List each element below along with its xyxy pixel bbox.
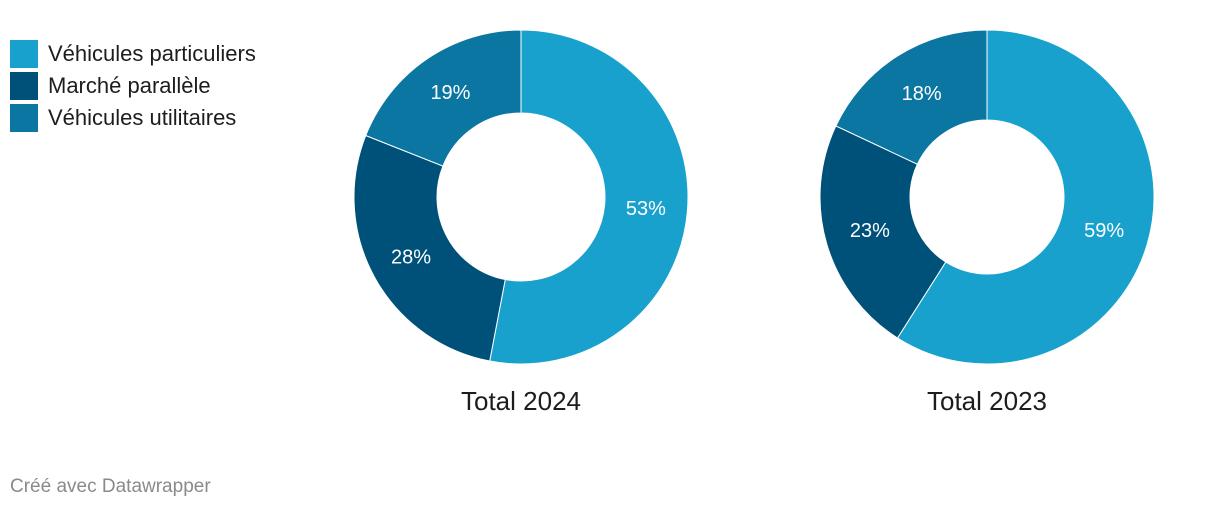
- donut-slice: [896, 29, 1155, 365]
- slice-label: 59%: [1084, 220, 1124, 242]
- legend-item-vehicules-utilitaires: Véhicules utilitaires: [10, 102, 256, 134]
- legend-item-marche-parallele: Marché parallèle: [10, 70, 256, 102]
- chart-title: Total 2023: [927, 386, 1047, 416]
- donut-chart: 59% 23% 18% Total 2023: [819, 29, 1155, 416]
- donut-slice: [489, 29, 689, 365]
- slice-label: 28%: [391, 246, 431, 268]
- legend-swatch: [10, 40, 38, 68]
- legend-label: Marché parallèle: [48, 73, 211, 98]
- chart-title: Total 2024: [461, 386, 581, 416]
- donut-slice: [835, 29, 988, 165]
- donut-chart: 53% 28% 19% Total 2024: [353, 29, 689, 416]
- donut-slice: [353, 134, 506, 362]
- legend-item-vehicules-particuliers: Véhicules particuliers: [10, 38, 256, 70]
- legend-label: Véhicules particuliers: [48, 41, 256, 66]
- slice-label: 53%: [626, 198, 666, 220]
- slice-label: 23%: [850, 220, 890, 242]
- slice-label: 18%: [902, 83, 942, 105]
- slice-label: 19%: [430, 82, 470, 104]
- credit-text: Créé avec Datawrapper: [10, 476, 211, 497]
- donut-slice: [365, 29, 522, 167]
- legend-swatch: [10, 104, 38, 132]
- legend-label: Véhicules utilitaires: [48, 105, 237, 130]
- legend: Véhicules particuliers Marché parallèle …: [10, 38, 256, 134]
- legend-swatch: [10, 72, 38, 100]
- donut-slice: [819, 125, 947, 339]
